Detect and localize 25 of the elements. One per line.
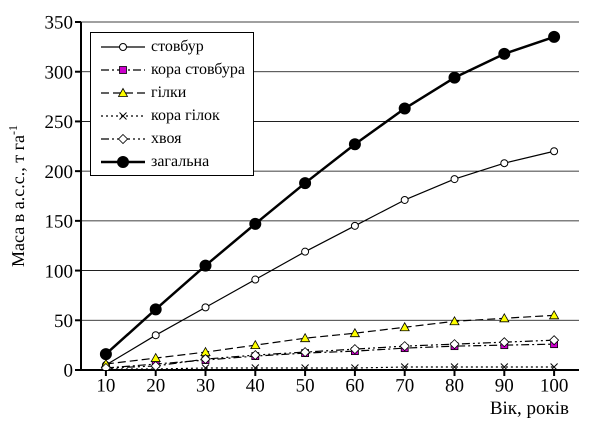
legend-label: стовбур — [151, 38, 204, 56]
legend-label: кора гілок — [151, 106, 220, 124]
y-tick-label: 150 — [44, 212, 73, 233]
y-tick-label: 200 — [44, 162, 73, 183]
legend-label: загальна — [151, 152, 210, 170]
y-tick-label: 0 — [64, 360, 73, 382]
legend-label: гілки — [151, 84, 186, 102]
x-tick-label: 40 — [246, 375, 265, 396]
x-tick-label: 10 — [96, 375, 116, 396]
x-tick-label: 50 — [296, 375, 315, 396]
x-tick-label: 60 — [345, 375, 364, 396]
y-tick-label: 50 — [54, 311, 73, 332]
x-tick-label: 90 — [494, 375, 514, 396]
x-tick-label: 70 — [395, 375, 414, 396]
x-axis-title: Вік, років — [490, 398, 570, 419]
legend-label: кора стовбура — [151, 60, 245, 78]
y-tick-label: 250 — [44, 112, 73, 134]
y-tick-label: 100 — [44, 261, 73, 282]
y-tick-label: 300 — [44, 62, 73, 84]
y-tick-label: 350 — [44, 12, 73, 34]
x-tick-label: 80 — [445, 375, 464, 396]
x-tick-label: 20 — [146, 375, 166, 396]
legend-label: хвоя — [151, 130, 182, 148]
x-tick-label: 30 — [196, 375, 215, 396]
x-tick-label: 100 — [540, 375, 568, 396]
